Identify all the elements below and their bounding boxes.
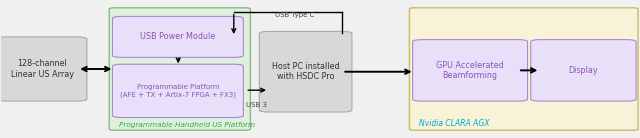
Text: USB 3: USB 3 xyxy=(246,102,267,108)
FancyBboxPatch shape xyxy=(259,31,352,112)
Text: GPU Accelerated
Beamforming: GPU Accelerated Beamforming xyxy=(436,61,504,80)
Text: Programmable Platform
(AFE + TX + Artix-7 FPGA + FX3): Programmable Platform (AFE + TX + Artix-… xyxy=(120,84,236,98)
Text: Nvidia CLARA AGX: Nvidia CLARA AGX xyxy=(419,119,490,128)
FancyBboxPatch shape xyxy=(531,40,636,101)
Text: 128-channel
Linear US Array: 128-channel Linear US Array xyxy=(11,59,74,79)
Text: Display: Display xyxy=(568,66,598,75)
FancyBboxPatch shape xyxy=(0,37,87,101)
FancyBboxPatch shape xyxy=(113,16,243,57)
FancyBboxPatch shape xyxy=(410,8,638,130)
FancyBboxPatch shape xyxy=(113,64,243,117)
Text: Programmable Handheld US Platform: Programmable Handheld US Platform xyxy=(119,122,255,128)
Text: USB Power Module: USB Power Module xyxy=(140,32,216,41)
Text: Host PC installed
with HSDC Pro: Host PC installed with HSDC Pro xyxy=(272,62,339,81)
FancyBboxPatch shape xyxy=(109,8,250,130)
FancyBboxPatch shape xyxy=(413,40,527,101)
Text: USB Type C: USB Type C xyxy=(275,12,315,18)
